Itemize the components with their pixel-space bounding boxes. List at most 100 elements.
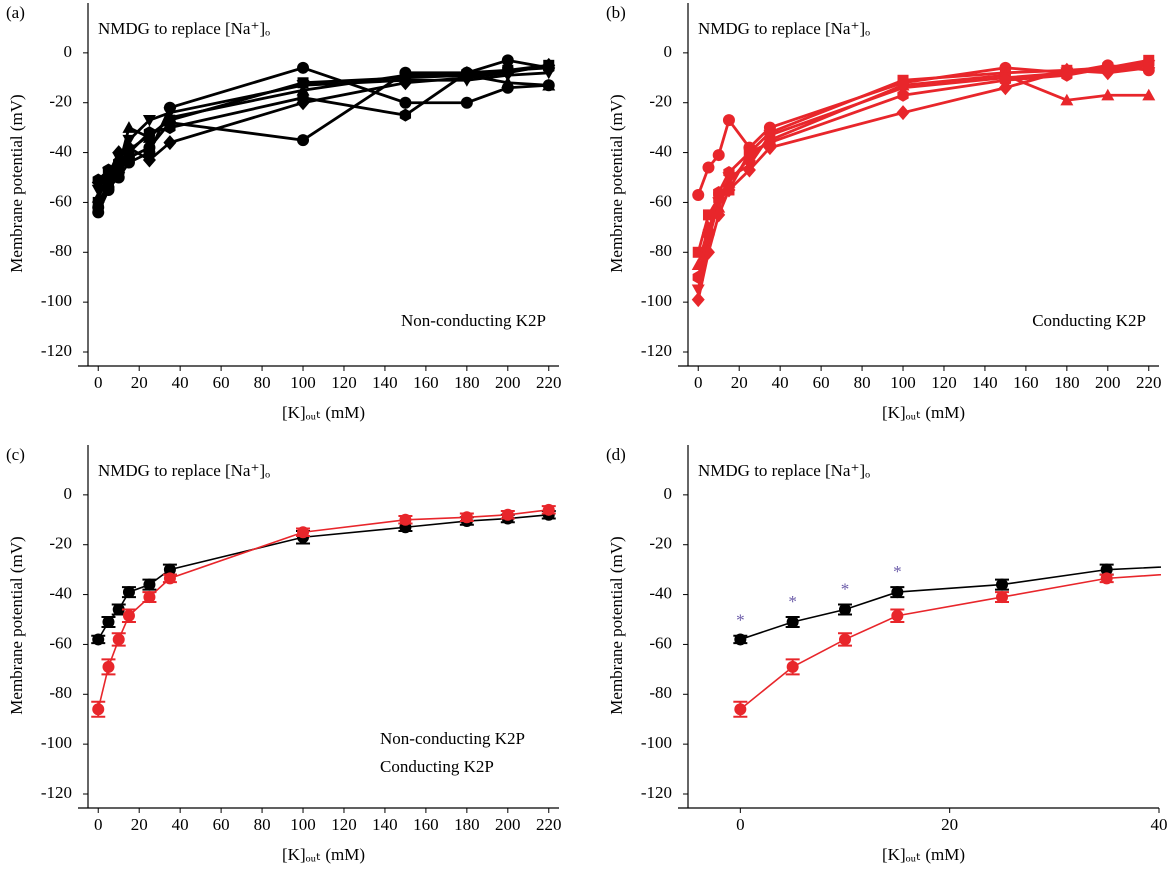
series-line bbox=[696, 58, 1150, 253]
marker bbox=[143, 126, 156, 140]
series-line bbox=[96, 73, 549, 199]
marker bbox=[123, 146, 135, 160]
x-tick-label: 120 bbox=[331, 373, 357, 392]
marker bbox=[542, 79, 555, 92]
marker bbox=[112, 171, 125, 184]
marker bbox=[460, 96, 473, 109]
x-tick-label: 160 bbox=[413, 373, 439, 392]
marker bbox=[163, 135, 177, 151]
panel: (a) NMDG to replace [Na⁺]ₒ Non-conducting … bbox=[6, 3, 562, 422]
series-line bbox=[96, 66, 549, 209]
marker bbox=[122, 156, 135, 169]
marker bbox=[996, 578, 1008, 591]
marker bbox=[712, 149, 725, 162]
series-line bbox=[696, 73, 1149, 266]
marker bbox=[297, 61, 310, 74]
marker bbox=[763, 129, 777, 142]
annotation: NMDG to replace [Na⁺]ₒ bbox=[698, 19, 870, 38]
marker bbox=[122, 586, 135, 599]
marker bbox=[1100, 572, 1113, 585]
plot bbox=[91, 54, 556, 219]
y-tick-label: -100 bbox=[641, 291, 672, 310]
significance-marker: * bbox=[893, 562, 902, 581]
marker bbox=[734, 633, 747, 646]
x-tick-label: 220 bbox=[536, 373, 562, 392]
marker bbox=[722, 182, 736, 198]
marker bbox=[460, 511, 473, 524]
marker bbox=[297, 91, 309, 105]
marker bbox=[691, 292, 705, 308]
marker bbox=[786, 660, 799, 673]
marker bbox=[112, 603, 125, 616]
y-tick-label: -80 bbox=[49, 241, 72, 260]
panel-label: (a) bbox=[6, 3, 25, 22]
note: Non-conducting K2P bbox=[401, 311, 546, 330]
x-tick-label: 40 bbox=[172, 815, 189, 834]
y-tick-label: -60 bbox=[649, 633, 672, 652]
x-tick-label: 80 bbox=[254, 373, 271, 392]
marker bbox=[839, 633, 851, 646]
panel: (c) NMDG to replace [Na⁺]ₒ -120 -100 -80 -60 -… bbox=[6, 445, 562, 864]
marker bbox=[163, 572, 176, 585]
panel-label: (c) bbox=[6, 445, 25, 464]
x-tick-label: 40 bbox=[172, 373, 189, 392]
x-tick-label: 20 bbox=[731, 373, 748, 392]
x-tick-label: 20 bbox=[131, 815, 148, 834]
x-tick-label: 60 bbox=[813, 373, 830, 392]
significance-marker: * bbox=[841, 579, 850, 598]
y-tick-label: 0 bbox=[64, 42, 73, 61]
x-tick-label: 140 bbox=[372, 373, 398, 392]
marker bbox=[742, 162, 756, 178]
marker bbox=[113, 156, 125, 170]
marker bbox=[122, 121, 136, 133]
y-tick-label: -120 bbox=[41, 341, 72, 360]
x-tick-label: 220 bbox=[536, 815, 562, 834]
marker bbox=[722, 114, 735, 127]
marker bbox=[92, 703, 105, 716]
y-tick-label: -120 bbox=[641, 783, 672, 802]
x-tick-label: 180 bbox=[454, 815, 480, 834]
x-tick-label: 60 bbox=[213, 373, 230, 392]
y-tick-label: 0 bbox=[664, 42, 673, 61]
x-tick-label: 180 bbox=[454, 373, 480, 392]
y-tick-label: -20 bbox=[49, 92, 72, 111]
x-tick-label: 0 bbox=[694, 373, 703, 392]
marker bbox=[399, 96, 412, 109]
x-tick-label: 60 bbox=[213, 815, 230, 834]
marker bbox=[297, 526, 310, 539]
y-tick-label: -20 bbox=[49, 534, 72, 553]
x-tick-label: 100 bbox=[290, 815, 316, 834]
plot bbox=[91, 503, 556, 718]
marker bbox=[112, 633, 125, 646]
marker bbox=[897, 88, 909, 102]
marker bbox=[143, 578, 156, 591]
x-axis-label: [K]ₒᵤₜ (mM) bbox=[282, 845, 365, 864]
x-tick-label: 100 bbox=[890, 373, 916, 392]
x-tick-label: 100 bbox=[290, 373, 316, 392]
marker bbox=[723, 166, 735, 180]
x-tick-label: 220 bbox=[1136, 373, 1162, 392]
marker bbox=[764, 136, 776, 150]
marker bbox=[999, 73, 1012, 87]
y-axis-label: Membrane potential (mV) bbox=[7, 94, 26, 272]
marker bbox=[543, 61, 555, 75]
marker bbox=[501, 81, 514, 94]
y-axis-label: Membrane potential (mV) bbox=[607, 536, 626, 714]
y-tick-label: -100 bbox=[41, 291, 72, 310]
marker bbox=[92, 201, 105, 214]
marker bbox=[1102, 61, 1114, 75]
marker bbox=[102, 615, 115, 628]
x-tick-label: 160 bbox=[413, 815, 439, 834]
y-tick-label: -40 bbox=[649, 141, 672, 160]
x-tick-label: 0 bbox=[94, 373, 103, 392]
significance-marker: * bbox=[788, 592, 797, 611]
marker bbox=[398, 75, 412, 91]
y-tick-label: -80 bbox=[649, 241, 672, 260]
y-tick-label: -80 bbox=[649, 683, 672, 702]
marker bbox=[142, 114, 156, 127]
x-tick-label: 180 bbox=[1054, 373, 1080, 392]
marker bbox=[692, 188, 705, 201]
marker bbox=[501, 54, 514, 67]
annotation: NMDG to replace [Na⁺]ₒ bbox=[98, 461, 270, 480]
y-tick-label: -120 bbox=[41, 783, 72, 802]
